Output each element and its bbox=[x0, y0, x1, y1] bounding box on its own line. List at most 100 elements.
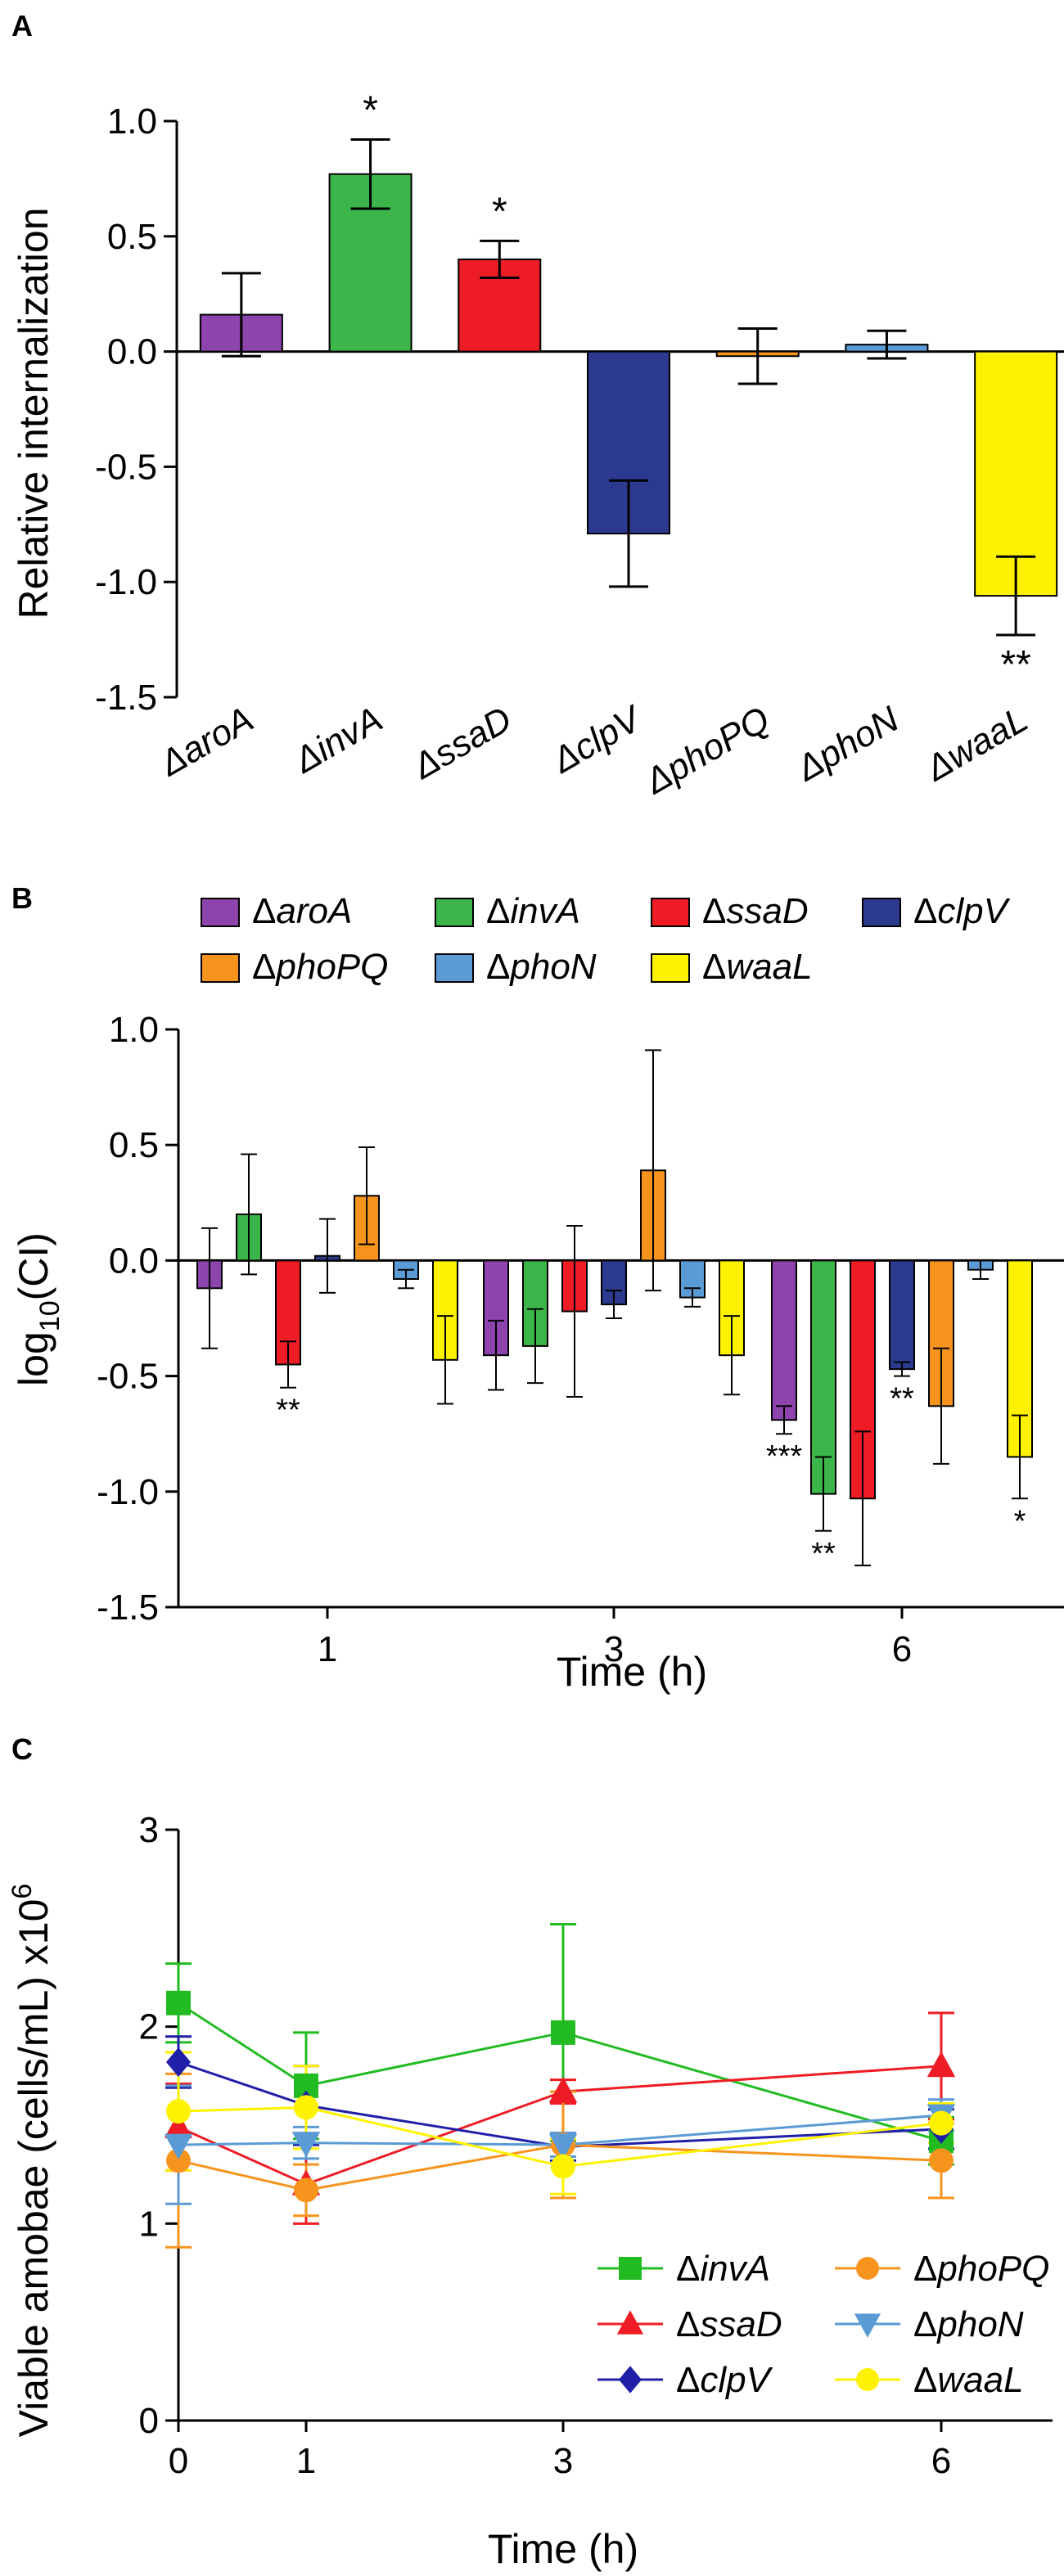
panel-b-significance: ** bbox=[811, 1537, 836, 1571]
panel-c-x-tick-label: 0 bbox=[169, 2441, 188, 2481]
panel-b-legend-swatch bbox=[651, 953, 690, 983]
panel-a-error-bar bbox=[350, 138, 390, 210]
panel-b-error-bar bbox=[854, 1430, 871, 1567]
panel-c-point bbox=[294, 2095, 318, 2120]
panel-c-legend-label: ΔphoN bbox=[913, 2304, 1024, 2344]
panel-b-error-bar bbox=[527, 1308, 543, 1385]
panel-c-series-line bbox=[178, 2105, 942, 2168]
panel-c-series-line bbox=[178, 2114, 942, 2146]
panel-b-error-bar bbox=[724, 1315, 740, 1396]
panel-b-legend-swatch bbox=[435, 953, 474, 983]
panel-c-legend-marker bbox=[619, 2257, 642, 2280]
panel-a-error-bar bbox=[609, 479, 648, 588]
panel-a-label: A bbox=[11, 9, 33, 43]
panel-c-y-tick-label: 2 bbox=[139, 2007, 159, 2047]
panel-b-x-tick-label: 6 bbox=[892, 1629, 912, 1669]
panel-b-error-bar bbox=[933, 1347, 949, 1465]
panel-a-y-tick-label: 1.0 bbox=[107, 101, 157, 142]
panel-c-legend-marker bbox=[856, 2257, 879, 2280]
panel-c-point bbox=[926, 2051, 956, 2078]
panel-c-legend-marker bbox=[856, 2368, 879, 2391]
panel-c-y-tick-label: 3 bbox=[139, 1810, 159, 1850]
panel-c-legend-marker bbox=[619, 2366, 642, 2394]
panel-c-legend-label: ΔphoPQ bbox=[913, 2249, 1049, 2289]
panel-b-y-tick-label: -1.5 bbox=[97, 1587, 159, 1628]
panel-b-legend-label: ΔssaD bbox=[702, 891, 809, 931]
panel-a-y-tick-label: -1.0 bbox=[95, 562, 157, 602]
panel-a-y-tick-label: 0.0 bbox=[107, 332, 157, 372]
panel-c-legend-marker bbox=[616, 2310, 644, 2335]
panel-c-point bbox=[164, 2112, 193, 2138]
panel-b-error-bar bbox=[566, 1225, 583, 1398]
panel-b-significance: *** bbox=[766, 1439, 803, 1474]
panel-c-y-axis-title: Viable amobae (cells/mL) x106 bbox=[7, 1884, 56, 2438]
panel-b-legend-label: ΔphoPQ bbox=[252, 947, 388, 987]
panel-b-y-tick-label: -0.5 bbox=[97, 1357, 159, 1397]
panel-a-y-tick-label: -0.5 bbox=[95, 447, 157, 487]
panel-a-x-tick-label: ΔclpV bbox=[545, 697, 650, 781]
panel-b-legend-swatch bbox=[201, 953, 240, 983]
panel-c-point bbox=[291, 2132, 321, 2158]
panel-b-error-bar bbox=[972, 1259, 989, 1280]
panel-b-label: B bbox=[11, 881, 33, 915]
panel-c-chart: C Viable amobae (cells/mL) x106 Time (h)… bbox=[7, 1732, 1053, 2572]
panel-c-point bbox=[164, 2133, 193, 2160]
panel-a-error-bar bbox=[996, 555, 1036, 637]
panel-b-y-tick-label: -1.0 bbox=[97, 1472, 159, 1512]
panel-b-legend-swatch bbox=[435, 898, 474, 927]
panel-a-y-tick-label: 0.5 bbox=[107, 217, 157, 257]
panel-a-y-tick-label: -1.5 bbox=[95, 678, 157, 718]
panel-b-legend-label: ΔinvA bbox=[486, 891, 580, 931]
panel-c-y-tick-label: 0 bbox=[139, 2401, 159, 2441]
panel-b-y-axis-title: log10(CI) bbox=[11, 1232, 65, 1386]
panel-b-error-bar bbox=[241, 1153, 257, 1276]
panel-a-bar bbox=[974, 350, 1058, 597]
panel-a-significance: * bbox=[492, 190, 507, 233]
panel-b-bar bbox=[889, 1259, 915, 1371]
panel-c-y-tick-label: 1 bbox=[139, 2204, 159, 2244]
panel-a-chart: A Relative internalization 1.0 0.5 0.0 -0.5… bbox=[11, 9, 1064, 802]
panel-b-error-bar bbox=[1012, 1414, 1028, 1500]
panel-b-chart: B ΔaroA ΔinvA ΔssaD ΔclpV ΔphoPQ ΔphoN ΔwaaL l… bbox=[11, 881, 1064, 1695]
panel-b-bar bbox=[850, 1259, 876, 1500]
panel-b-y-tick-label: 1.0 bbox=[109, 1010, 159, 1050]
panel-b-significance: * bbox=[1014, 1504, 1026, 1538]
panel-b-y-tick-label: 0.0 bbox=[109, 1241, 159, 1281]
panel-b-legend-label: ΔclpV bbox=[913, 891, 1011, 931]
panel-b-error-bar bbox=[319, 1218, 336, 1294]
panel-a-x-tick-label: ΔinvA bbox=[287, 699, 390, 781]
panel-c-point bbox=[166, 1990, 191, 2015]
panel-c-legend-label: ΔclpV bbox=[676, 2360, 773, 2400]
panel-b-significance: ** bbox=[276, 1394, 300, 1428]
panel-a-error-bar bbox=[221, 272, 261, 358]
panel-b-legend-swatch bbox=[862, 898, 901, 927]
panel-c-legend-label: ΔwaaL bbox=[913, 2360, 1024, 2400]
panel-b-significance: ** bbox=[890, 1382, 914, 1416]
panel-c-point bbox=[551, 2154, 575, 2179]
panel-c-series-line bbox=[178, 2143, 942, 2191]
panel-c-point bbox=[929, 2110, 954, 2136]
panel-b-legend-label: ΔaroA bbox=[252, 891, 352, 931]
panel-c-x-tick-label: 6 bbox=[931, 2441, 951, 2481]
panel-c-point bbox=[548, 2077, 578, 2103]
panel-b-x-tick-label: 3 bbox=[604, 1629, 624, 1669]
panel-b-error-bar bbox=[606, 1290, 622, 1319]
panel-c-legend-marker bbox=[854, 2313, 881, 2338]
panel-a-error-bar bbox=[480, 239, 520, 279]
panel-b-error-bar bbox=[684, 1287, 701, 1308]
panel-b-y-tick-label: 0.5 bbox=[109, 1125, 159, 1165]
panel-a-x-tick-label: ΔwaaL bbox=[918, 699, 1035, 789]
panel-c-x-tick-label: 3 bbox=[553, 2441, 573, 2481]
panel-a-bar bbox=[587, 350, 670, 535]
panel-b-bar bbox=[810, 1259, 836, 1495]
panel-c-point bbox=[166, 2148, 191, 2173]
panel-c-point bbox=[929, 2148, 954, 2173]
panel-a-x-tick-label: ΔaroA bbox=[152, 699, 259, 784]
panel-a-x-tick-label: ΔphoPQ bbox=[638, 699, 777, 802]
panel-b-x-axis-title: Time (h) bbox=[557, 1649, 707, 1695]
panel-b-error-bar bbox=[645, 1049, 661, 1292]
panel-b-error-bar bbox=[398, 1268, 414, 1290]
panel-c-series-line bbox=[178, 2002, 942, 2142]
panel-c-point bbox=[166, 2099, 191, 2124]
panel-b-error-bar bbox=[358, 1146, 375, 1245]
